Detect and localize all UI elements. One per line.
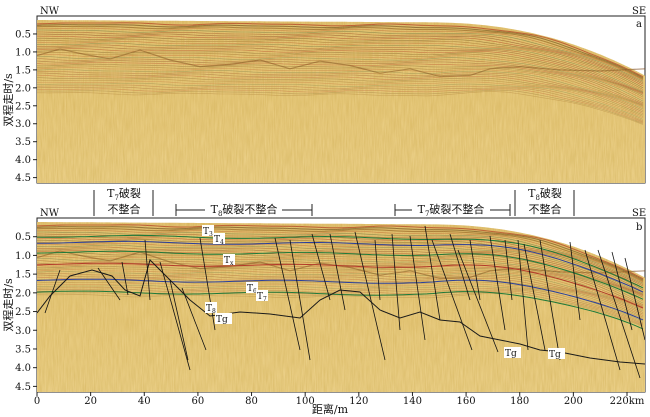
panel-a-se-label: SE — [632, 6, 646, 17]
svg-text:40: 40 — [138, 396, 151, 407]
svg-text:3.0: 3.0 — [15, 119, 31, 130]
svg-text:3.0: 3.0 — [15, 326, 31, 337]
horizon-label-t8: T8 — [205, 302, 217, 315]
svg-text:220km: 220km — [610, 396, 645, 407]
svg-text:T8: T8 — [206, 304, 216, 315]
svg-text:160: 160 — [457, 396, 476, 407]
svg-text:1.5: 1.5 — [15, 65, 31, 76]
panel-b-y-axis-title: 双程走时/s — [2, 278, 15, 332]
svg-text:T7: T7 — [257, 292, 267, 303]
svg-text:2.0: 2.0 — [15, 83, 31, 94]
panel-a-nw-label: NW — [40, 6, 60, 17]
svg-text:1.0: 1.0 — [15, 47, 31, 58]
horizon-label-tx: Tx — [223, 254, 235, 267]
panel-b-interpreted-horizons — [37, 234, 645, 365]
svg-text:2.5: 2.5 — [15, 307, 31, 318]
panel-a-y-ticks: 0.5 1.0 1.5 2.0 2.5 3.0 3.5 4.0 4.5 — [15, 29, 37, 184]
horizon-label-tg-3: Tg — [548, 348, 565, 360]
panel-a-y-axis-title: 双程走时/s — [2, 73, 15, 127]
panel-b-se-label: SE — [632, 208, 646, 219]
svg-text:T3: T3 — [203, 227, 213, 238]
svg-text:3.5: 3.5 — [15, 344, 31, 355]
svg-text:60: 60 — [192, 396, 205, 407]
horizon-label-t3: T3 — [202, 225, 214, 238]
svg-text:180: 180 — [510, 396, 529, 407]
panel-b-noise — [37, 222, 645, 392]
stage-4-label-line2: 不整合 — [529, 202, 562, 216]
svg-text:140: 140 — [403, 396, 422, 407]
svg-text:Tx: Tx — [224, 256, 234, 267]
horizon-label-t6: T6 — [246, 282, 258, 295]
svg-text:100: 100 — [296, 396, 315, 407]
panel-a-label: a — [636, 19, 642, 30]
panel-b-label: b — [636, 222, 642, 233]
svg-text:200: 200 — [564, 396, 583, 407]
horizon-label-tg-2: Tg — [504, 347, 521, 359]
panel-b: NW SE b 0.5 1.0 1.5 2.0 2.5 3.0 3.5 4.0 4.5 双程走时… — [2, 208, 646, 393]
svg-text:1.0: 1.0 — [15, 251, 31, 262]
horizon-labels: T3 T4 Tx T6 T7 T8 Tg Tg Tg — [202, 225, 565, 360]
horizon-label-tg-1: Tg — [215, 313, 232, 325]
horizon-label-t4: T4 — [213, 233, 225, 246]
panel-b-nw-label: NW — [40, 208, 60, 219]
stage-1-label-line1: T7破裂 — [107, 186, 141, 202]
stage-4-label-line1: T8破裂 — [528, 186, 562, 202]
svg-text:T6: T6 — [247, 284, 257, 295]
svg-text:0.5: 0.5 — [15, 29, 31, 40]
stage-2-label: T8破裂不整合 — [211, 202, 278, 218]
panel-a: NW SE a 0.5 1.0 1.5 2.0 2.5 3.0 3.5 4.0 4.5 双程走时… — [2, 6, 646, 184]
svg-text:4.5: 4.5 — [15, 382, 31, 393]
svg-text:3.5: 3.5 — [15, 137, 31, 148]
horizon-label-t7: T7 — [256, 290, 268, 303]
svg-text:120: 120 — [349, 396, 368, 407]
stage-labels: T7破裂 不整合 T8破裂不整合 T7破裂不整合 T8破裂 不整合 — [107, 186, 562, 218]
svg-text:4.0: 4.0 — [15, 363, 31, 374]
svg-text:4.0: 4.0 — [15, 155, 31, 166]
panel-a-noise — [37, 20, 645, 183]
svg-text:20: 20 — [84, 396, 97, 407]
stage-3-label: T7破裂不整合 — [418, 202, 485, 218]
svg-text:Tg: Tg — [505, 349, 517, 359]
svg-text:Tg: Tg — [216, 315, 228, 325]
svg-text:2.0: 2.0 — [15, 288, 31, 299]
svg-text:0.5: 0.5 — [15, 232, 31, 243]
svg-text:T4: T4 — [214, 235, 224, 246]
svg-text:4.5: 4.5 — [15, 173, 31, 184]
panel-b-y-ticks: 0.5 1.0 1.5 2.0 2.5 3.0 3.5 4.0 4.5 — [15, 232, 37, 393]
svg-text:80: 80 — [245, 396, 258, 407]
stage-1-label-line2: 不整合 — [108, 202, 141, 216]
x-axis-title: 距离/m — [312, 402, 349, 416]
svg-text:Tg: Tg — [549, 350, 561, 360]
svg-text:0: 0 — [34, 396, 40, 407]
x-axis-ticks: 0 20 40 60 80 100 120 140 160 180 200 220km — [34, 392, 645, 407]
svg-text:2.5: 2.5 — [15, 101, 31, 112]
stage-brackets — [93, 190, 575, 216]
panel-b-faults — [44, 225, 645, 379]
svg-text:1.5: 1.5 — [15, 270, 31, 281]
